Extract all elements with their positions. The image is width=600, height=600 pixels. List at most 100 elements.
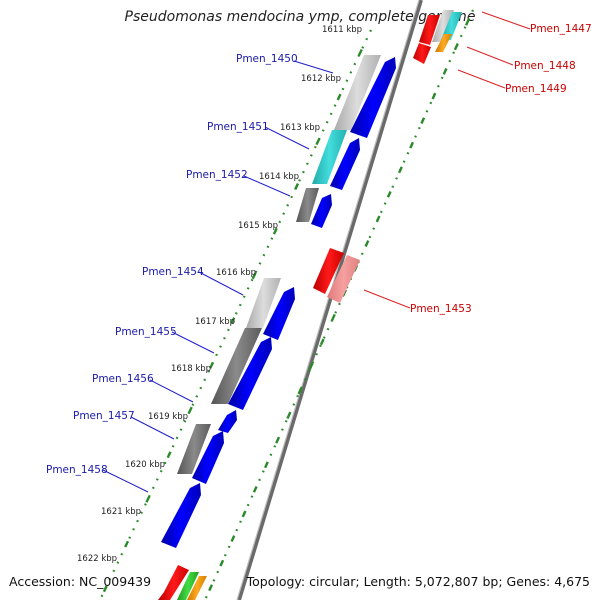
- kbp-label: 1614 kbp: [259, 172, 299, 182]
- tick-mark: [219, 559, 225, 567]
- tick-mark: [166, 451, 172, 459]
- topology-text: Topology: circular; Length: 5,072,807 bp…: [246, 574, 590, 589]
- forward-leaders: [102, 60, 334, 493]
- gene-band: [441, 12, 462, 40]
- kbp-label: 1611 kbp: [322, 25, 362, 35]
- gene-label: Pmen_1454: [142, 266, 204, 278]
- outer-tick-marks: [102, 48, 363, 593]
- gene-band: [312, 130, 347, 184]
- gene-label: Pmen_1449: [505, 83, 567, 95]
- gene-arrow: [311, 194, 332, 228]
- gene-label: Pmen_1452: [186, 169, 248, 181]
- tick-mark: [264, 461, 269, 469]
- gene-label: Pmen_1451: [207, 121, 269, 133]
- tick-mark: [442, 68, 448, 75]
- kbp-label: 1622 kbp: [77, 554, 117, 564]
- tick-mark: [294, 183, 300, 190]
- gene-arrow: [263, 287, 295, 340]
- tick-mark: [336, 93, 342, 101]
- gene-band: [177, 424, 211, 474]
- reverse-labels: Pmen_1447 Pmen_1448 Pmen_1449 Pmen_1453: [410, 23, 592, 315]
- leader-line: [243, 175, 291, 197]
- leader-line: [102, 469, 149, 493]
- kbp-label: 1619 kbp: [148, 412, 188, 422]
- tick-mark: [308, 363, 314, 370]
- gene-arrow: [413, 43, 431, 64]
- tick-mark: [315, 138, 321, 146]
- tick-mark: [319, 338, 325, 346]
- tick-mark: [364, 240, 370, 247]
- gene-label: Pmen_1447: [530, 23, 592, 35]
- gene-arrow: [228, 337, 272, 410]
- gene-band: [246, 278, 281, 328]
- leader-line: [171, 331, 215, 354]
- tick-mark: [209, 361, 215, 369]
- tick-mark: [465, 18, 470, 26]
- tick-mark: [230, 535, 236, 542]
- leader-line: [466, 46, 514, 66]
- tick-mark: [297, 387, 303, 395]
- gene-arrow: [161, 483, 201, 548]
- tick-mark: [275, 436, 281, 444]
- gene-label: Pmen_1450: [236, 53, 298, 65]
- tick-mark: [208, 584, 214, 592]
- kbp-label: 1621 kbp: [101, 507, 141, 517]
- gene-label: Pmen_1458: [46, 464, 108, 476]
- tick-mark: [409, 141, 415, 149]
- tick-mark: [251, 272, 257, 280]
- map-title: Pseudomonas mendocina ymp, complete geno…: [124, 9, 476, 25]
- tick-mark: [420, 117, 426, 125]
- kbp-label: 1616 kbp: [216, 268, 256, 278]
- tick-mark: [145, 495, 151, 503]
- gene-band: [296, 188, 319, 222]
- kbp-label: 1612 kbp: [301, 74, 341, 84]
- leader-line: [457, 69, 506, 89]
- leader-line: [481, 11, 531, 30]
- tick-mark: [252, 485, 258, 493]
- gene-arrow: [218, 410, 237, 433]
- tick-mark: [398, 166, 403, 174]
- tick-mark: [375, 215, 381, 223]
- kbp-label: 1618 kbp: [171, 364, 211, 374]
- kbp-label: 1613 kbp: [280, 123, 320, 133]
- kbp-label: 1617 kbp: [195, 317, 235, 327]
- tick-mark: [286, 412, 292, 420]
- forward-labels: Pmen_1450 Pmen_1451 Pmen_1452 Pmen_1454 …: [46, 53, 298, 476]
- tick-mark: [124, 540, 130, 548]
- backbone-track: [237, 0, 423, 600]
- gene-arrow: [419, 15, 440, 45]
- leader-line: [149, 379, 194, 403]
- gene-arrow: [158, 565, 189, 600]
- leader-line: [363, 289, 411, 309]
- gene-band: [435, 34, 452, 52]
- leader-line: [130, 416, 175, 440]
- tick-mark: [453, 43, 459, 51]
- reverse-genes: [313, 10, 462, 303]
- gene-band: [334, 55, 381, 130]
- tick-mark: [272, 227, 278, 235]
- tick-mark: [230, 317, 236, 324]
- kbp-label: 1615 kbp: [238, 221, 278, 231]
- gene-label: Pmen_1448: [514, 60, 576, 72]
- backbone-highlight: [236, 0, 420, 600]
- tick-mark: [241, 510, 247, 518]
- gene-arrow: [313, 248, 344, 294]
- kbp-labels: 1611 kbp 1612 kbp 1613 kbp 1614 kbp 1615…: [77, 25, 362, 564]
- gene-band: [187, 576, 207, 600]
- accession-text: Accession: NC_009439: [9, 574, 152, 589]
- gene-arrow: [350, 57, 396, 138]
- forward-genes: [158, 55, 396, 600]
- gene-band: [327, 255, 360, 303]
- inner-tick-marks: [208, 18, 470, 592]
- kbp-label: 1620 kbp: [125, 460, 165, 470]
- outer-scale-line: [99, 29, 372, 600]
- gene-band: [177, 572, 199, 600]
- tick-mark: [386, 190, 392, 198]
- gene-arrow: [330, 138, 360, 190]
- gene-label: Pmen_1456: [92, 373, 154, 385]
- tick-mark: [431, 92, 437, 100]
- gene-label: Pmen_1457: [73, 410, 135, 422]
- tick-mark: [331, 313, 336, 321]
- tick-mark: [357, 48, 363, 56]
- tick-mark: [102, 585, 108, 593]
